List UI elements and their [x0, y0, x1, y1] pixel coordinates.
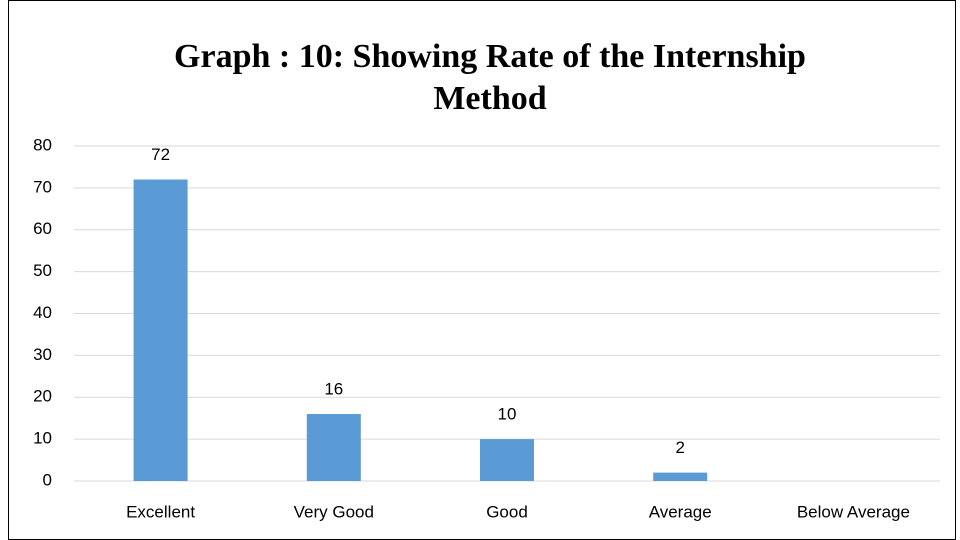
bar — [133, 179, 188, 481]
x-tick-label: Average — [649, 502, 712, 521]
x-tick-label: Good — [486, 502, 528, 521]
data-label: 72 — [151, 145, 170, 164]
bar — [653, 472, 708, 481]
y-tick-label: 60 — [33, 219, 52, 238]
bar — [306, 414, 361, 481]
x-tick-label: Very Good — [294, 502, 374, 521]
y-tick-label: 70 — [33, 177, 52, 196]
y-tick-label: 80 — [33, 135, 52, 154]
x-tick-label: Excellent — [126, 502, 195, 521]
data-label: 2 — [675, 438, 684, 457]
y-tick-label: 0 — [43, 470, 52, 489]
data-label: 10 — [498, 405, 517, 424]
y-tick-label: 20 — [33, 387, 52, 406]
bar — [480, 439, 534, 481]
y-tick-label: 30 — [33, 345, 52, 364]
data-label: 16 — [324, 379, 343, 398]
chart-title: Graph : 10: Showing Rate of the Internsh… — [174, 38, 806, 117]
x-tick-label: Below Average — [797, 502, 910, 521]
y-tick-label: 50 — [33, 261, 52, 280]
y-tick-label: 40 — [33, 303, 52, 322]
y-tick-label: 10 — [33, 429, 52, 448]
